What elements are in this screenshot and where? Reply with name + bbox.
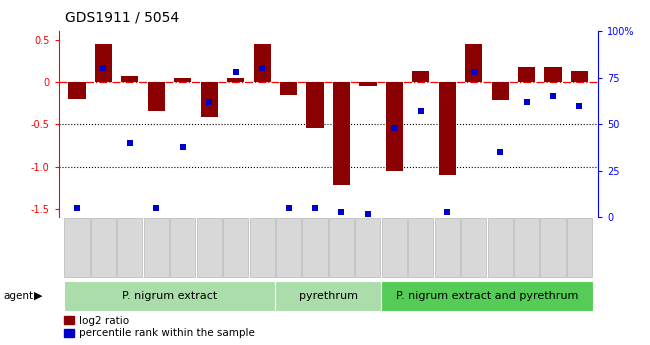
Point: [125, 140, 135, 146]
Point: [231, 69, 241, 75]
Point: [72, 205, 82, 211]
Bar: [95, 44, 112, 82]
Point: [257, 66, 267, 71]
Bar: [227, 78, 244, 82]
Point: [575, 103, 585, 108]
Point: [415, 108, 426, 114]
Text: GDS1911 / 5054: GDS1911 / 5054: [65, 10, 179, 24]
Point: [177, 144, 188, 149]
Bar: [491, 82, 509, 100]
Bar: [306, 82, 324, 128]
Bar: [280, 82, 297, 95]
Text: P. nigrum extract and pyrethrum: P. nigrum extract and pyrethrum: [396, 291, 578, 301]
Bar: [174, 78, 191, 82]
Bar: [465, 44, 482, 82]
Point: [98, 66, 109, 71]
Bar: [333, 82, 350, 185]
Bar: [68, 82, 86, 99]
Bar: [518, 67, 535, 82]
Point: [389, 125, 400, 131]
Point: [548, 93, 558, 99]
Bar: [148, 82, 165, 111]
Point: [336, 209, 346, 215]
Point: [469, 69, 479, 75]
Point: [495, 149, 505, 155]
Bar: [412, 71, 430, 82]
Point: [363, 211, 373, 216]
Point: [310, 205, 320, 211]
Text: P. nigrum extract: P. nigrum extract: [122, 291, 217, 301]
Bar: [571, 71, 588, 82]
Bar: [201, 82, 218, 117]
Text: agent: agent: [3, 291, 33, 301]
Bar: [122, 76, 138, 82]
Text: pyrethrum: pyrethrum: [299, 291, 358, 301]
Bar: [545, 67, 562, 82]
Bar: [439, 82, 456, 175]
Legend: log2 ratio, percentile rank within the sample: log2 ratio, percentile rank within the s…: [64, 316, 255, 338]
Point: [521, 99, 532, 105]
Point: [442, 209, 452, 215]
Bar: [254, 44, 271, 82]
Point: [204, 99, 214, 105]
Point: [283, 205, 294, 211]
Bar: [359, 82, 376, 86]
Text: ▶: ▶: [34, 291, 42, 301]
Bar: [385, 82, 403, 171]
Point: [151, 205, 162, 211]
